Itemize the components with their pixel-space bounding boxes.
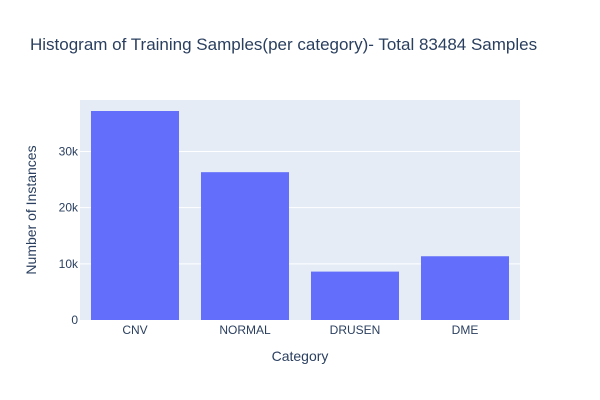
y-axis-ticks: 0 10k 20k 30k — [59, 144, 79, 327]
bar-dme — [421, 256, 509, 320]
x-axis-title: Category — [272, 348, 329, 364]
x-tick-label: NORMAL — [219, 323, 271, 337]
y-tick-label: 0 — [71, 313, 78, 327]
x-tick-label: CNV — [122, 323, 147, 337]
bar-drusen — [311, 271, 399, 320]
y-axis-title: Number of Instances — [23, 145, 39, 274]
x-tick-label: DME — [452, 323, 479, 337]
chart-title: Histogram of Training Samples(per catego… — [30, 35, 537, 54]
bar-cnv — [91, 110, 179, 320]
bars — [91, 110, 509, 320]
y-tick-label: 10k — [59, 257, 79, 271]
x-axis-ticks: CNV NORMAL DRUSEN DME — [122, 323, 478, 337]
y-tick-label: 30k — [59, 144, 79, 158]
y-tick-label: 20k — [59, 201, 79, 215]
x-tick-label: DRUSEN — [330, 323, 381, 337]
bar-normal — [201, 172, 289, 320]
